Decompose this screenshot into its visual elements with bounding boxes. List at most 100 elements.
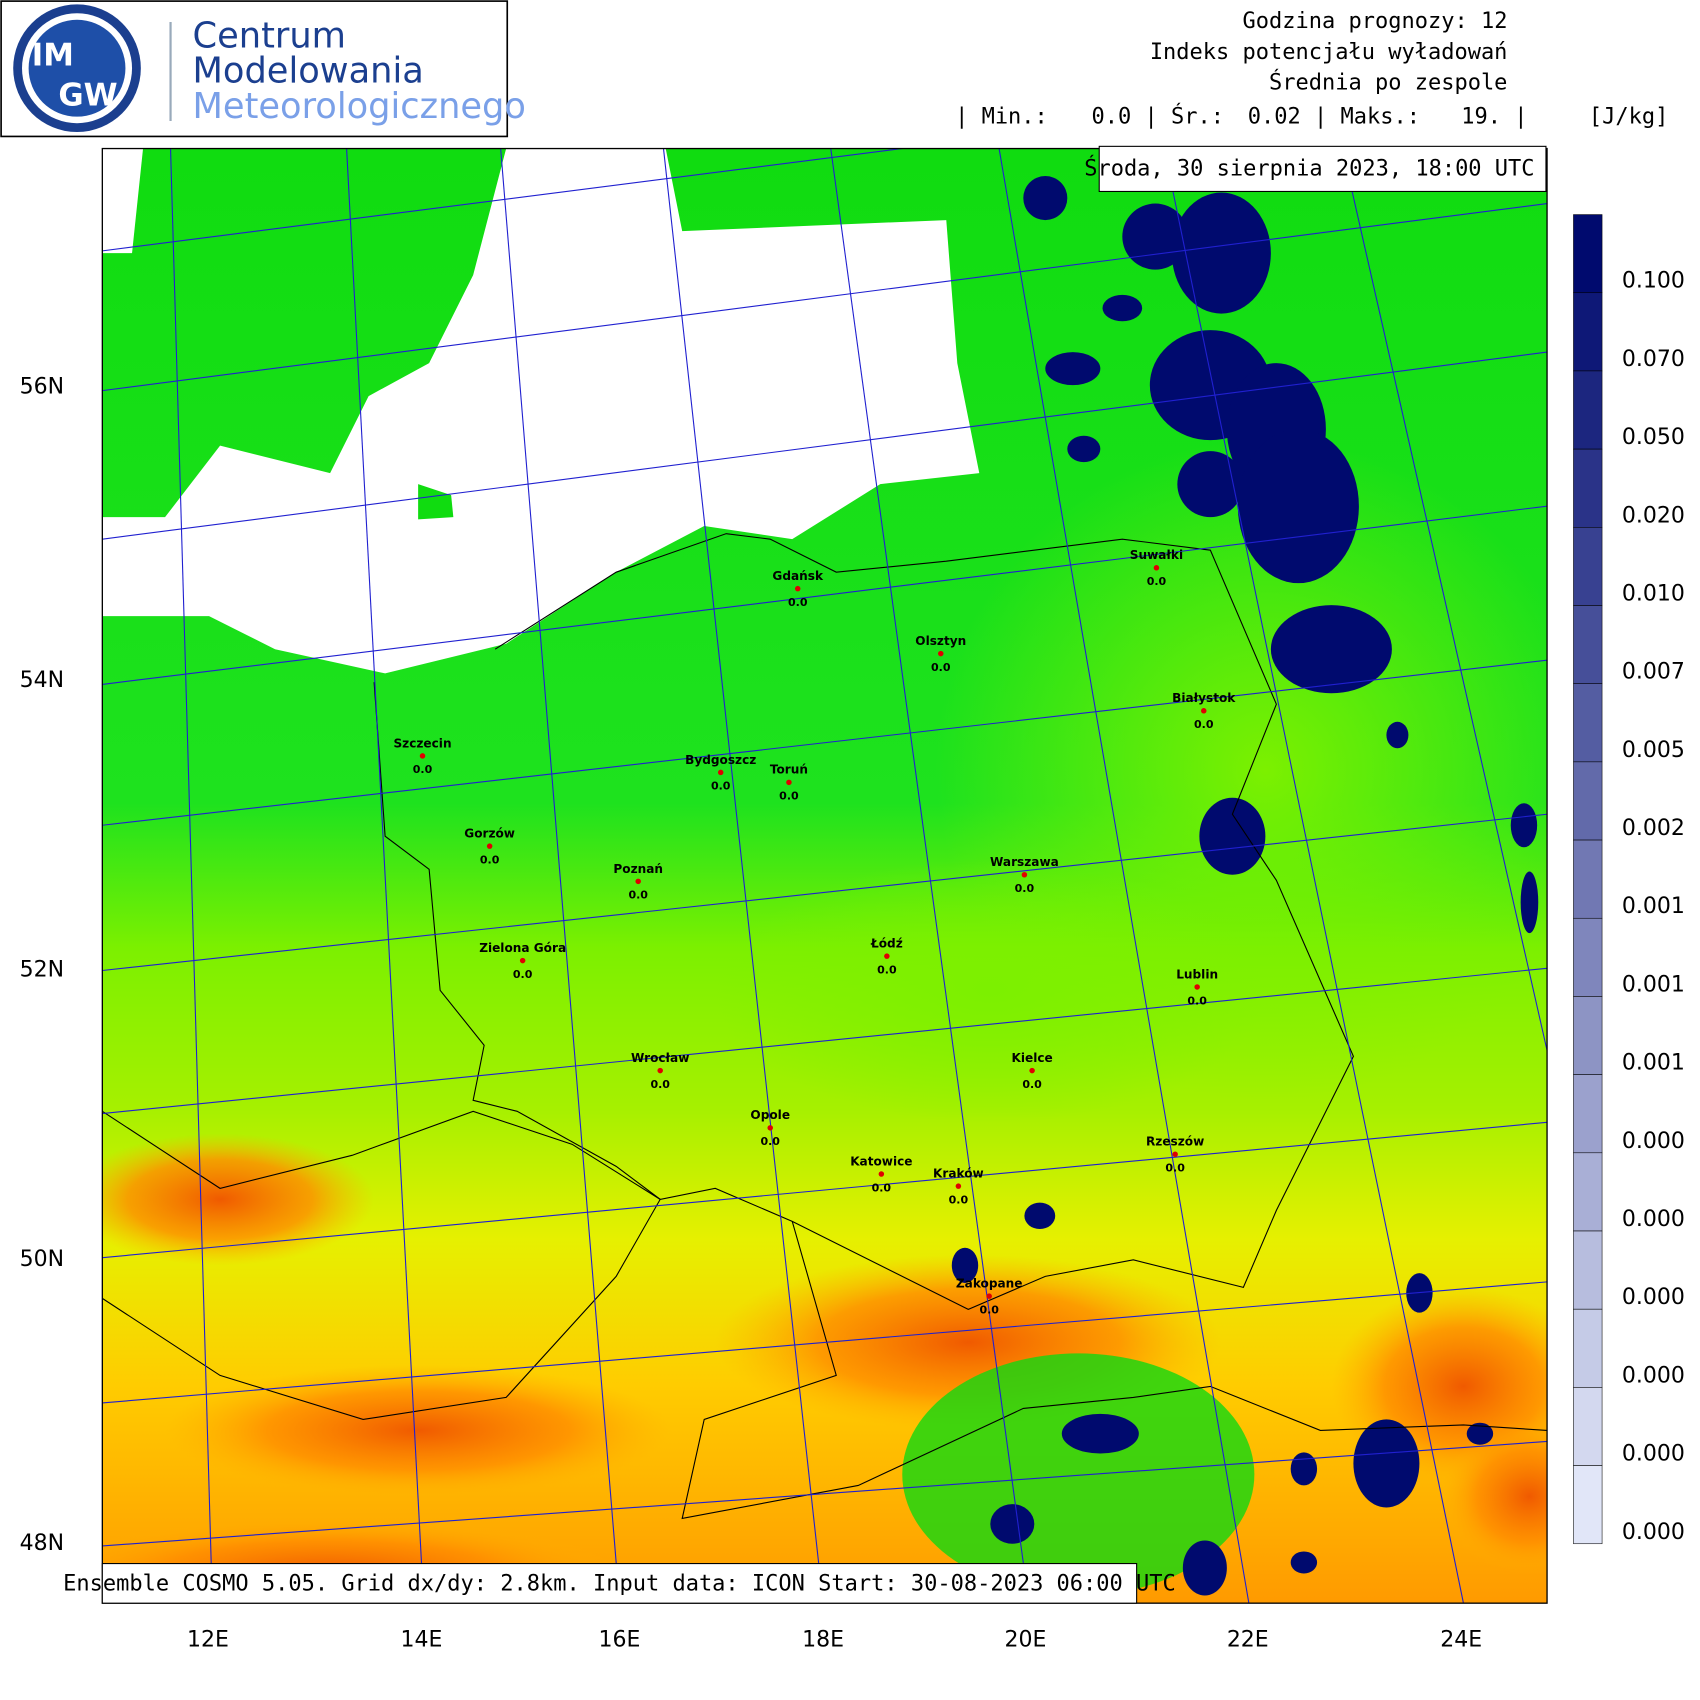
header-text: 0.0 | Śr.:: [1092, 104, 1224, 130]
city-name: Wrocław: [631, 1051, 689, 1065]
header-text: Średnia po zespole: [1269, 70, 1507, 96]
longitude-label: 22E: [1227, 1628, 1269, 1653]
map-field: [102, 148, 1548, 1604]
colorbar-label: 0.001: [1622, 894, 1685, 919]
colorbar-segment: [1573, 1230, 1603, 1310]
colorbar-label: 0.100: [1622, 269, 1685, 294]
logo-badge: IM: [32, 38, 74, 74]
footer-box: [101, 1563, 1138, 1604]
date-text: Środa, 30 sierpnia 2023, 18:00 UTC: [1084, 155, 1534, 181]
header-text: 19. |: [1461, 105, 1527, 130]
colorbar-segment: [1573, 1465, 1603, 1545]
colorbar-label: 0.000: [1622, 1129, 1685, 1154]
city-marker: [635, 878, 641, 885]
header-text: | Min.:: [955, 105, 1048, 130]
date-box: [1098, 145, 1547, 193]
colorbar-segment: [1573, 527, 1603, 606]
city-name: Szczecin: [393, 736, 451, 750]
city-marker: [1029, 1067, 1035, 1074]
latitude-label: 52N: [20, 957, 64, 982]
colorbar-segment: [1573, 1387, 1603, 1466]
city-value: 0.0: [480, 853, 500, 866]
colorbar-segment: [1573, 448, 1603, 528]
colorbar-label: 0.050: [1622, 425, 1685, 450]
colorbar-label: 0.070: [1622, 347, 1685, 372]
city-name: Katowice: [850, 1154, 912, 1168]
latitude-label: 50N: [20, 1247, 64, 1272]
colorbar-segment: [1573, 761, 1603, 841]
city-name: Kraków: [933, 1167, 984, 1181]
logo-text: Meteorologicznego: [193, 86, 526, 127]
colorbar-segment: [1573, 292, 1603, 372]
city-name: Gorzów: [464, 827, 515, 841]
city-value: 0.0: [877, 963, 897, 976]
city-value: 0.0: [779, 790, 799, 803]
city-marker: [955, 1183, 962, 1189]
longitude-label: 18E: [802, 1628, 844, 1653]
colorbar-label: 0.000: [1622, 1520, 1685, 1545]
city-name: Toruń: [770, 763, 808, 777]
city-marker: [486, 843, 493, 849]
colorbar-label: 0.001: [1622, 972, 1685, 997]
city-value: 0.0: [760, 1135, 780, 1148]
city-marker: [786, 779, 792, 786]
colorbar-segment: [1573, 1152, 1603, 1232]
city-name: Kielce: [1011, 1051, 1052, 1065]
longitude-label: 14E: [400, 1628, 442, 1653]
city-name: Opole: [750, 1108, 790, 1122]
colorbar-segment: [1573, 996, 1603, 1075]
city-value: 0.0: [1022, 1078, 1042, 1091]
city-marker: [794, 585, 801, 592]
city-value: 0.0: [1194, 718, 1214, 731]
latitude-label: 56N: [20, 374, 64, 399]
city-marker: [938, 650, 944, 657]
city-value: 0.0: [979, 1303, 999, 1316]
city-value: 0.0: [872, 1181, 892, 1194]
colorbar-label: 0.000: [1622, 1442, 1685, 1467]
logo-text: Modelowania: [193, 51, 424, 92]
city-marker: [1194, 984, 1200, 990]
colorbar-label: 0.007: [1622, 660, 1685, 685]
colorbar-segment: [1573, 683, 1603, 763]
city-name: Zielona Góra: [479, 941, 566, 955]
city-name: Poznań: [613, 862, 663, 876]
colorbar-label: 0.010: [1622, 581, 1685, 606]
city-marker: [1153, 565, 1160, 571]
city-value: 0.0: [788, 596, 808, 609]
city-value: 0.0: [513, 968, 533, 981]
city-name: Lublin: [1176, 967, 1218, 981]
city-marker: [1021, 872, 1028, 878]
colorbar-segment: [1573, 1074, 1603, 1154]
latitude-label: 48N: [20, 1531, 64, 1556]
colorbar-segment: [1573, 370, 1603, 450]
longitude-label: 16E: [599, 1628, 641, 1653]
colorbar-label: 0.000: [1622, 1363, 1685, 1388]
colorbar-label: 0.020: [1622, 503, 1685, 528]
logo-text: Centrum: [193, 15, 346, 56]
city-marker: [717, 769, 724, 776]
colorbar-label: 0.001: [1622, 1051, 1685, 1076]
city-marker: [878, 1171, 885, 1177]
colorbar-segment: [1573, 605, 1603, 684]
city-marker: [419, 753, 426, 759]
latitude-label: 54N: [20, 668, 64, 693]
colorbar-segment: [1573, 839, 1603, 919]
colorbar-label: 0.005: [1622, 738, 1685, 763]
city-value: 0.0: [413, 763, 433, 776]
city-name: Gdańsk: [772, 569, 824, 583]
longitude-label: 20E: [1005, 1628, 1047, 1653]
city-value: 0.0: [1015, 882, 1035, 895]
city-marker: [884, 953, 890, 959]
header-text: 0.02 | Maks.:: [1248, 105, 1420, 130]
city-value: 0.0: [949, 1193, 969, 1206]
header-text: [J/kg]: [1589, 105, 1668, 130]
city-marker: [1201, 708, 1207, 714]
logo: IM GW Centrum Modelowania Meteorologiczn…: [0, 0, 526, 138]
city-name: Białystok: [1172, 691, 1236, 705]
city-marker: [986, 1293, 992, 1299]
colorbar-segment: [1573, 1308, 1603, 1388]
city-marker: [657, 1067, 663, 1074]
city-value: 0.0: [711, 780, 731, 793]
city-name: Bydgoszcz: [685, 753, 756, 767]
